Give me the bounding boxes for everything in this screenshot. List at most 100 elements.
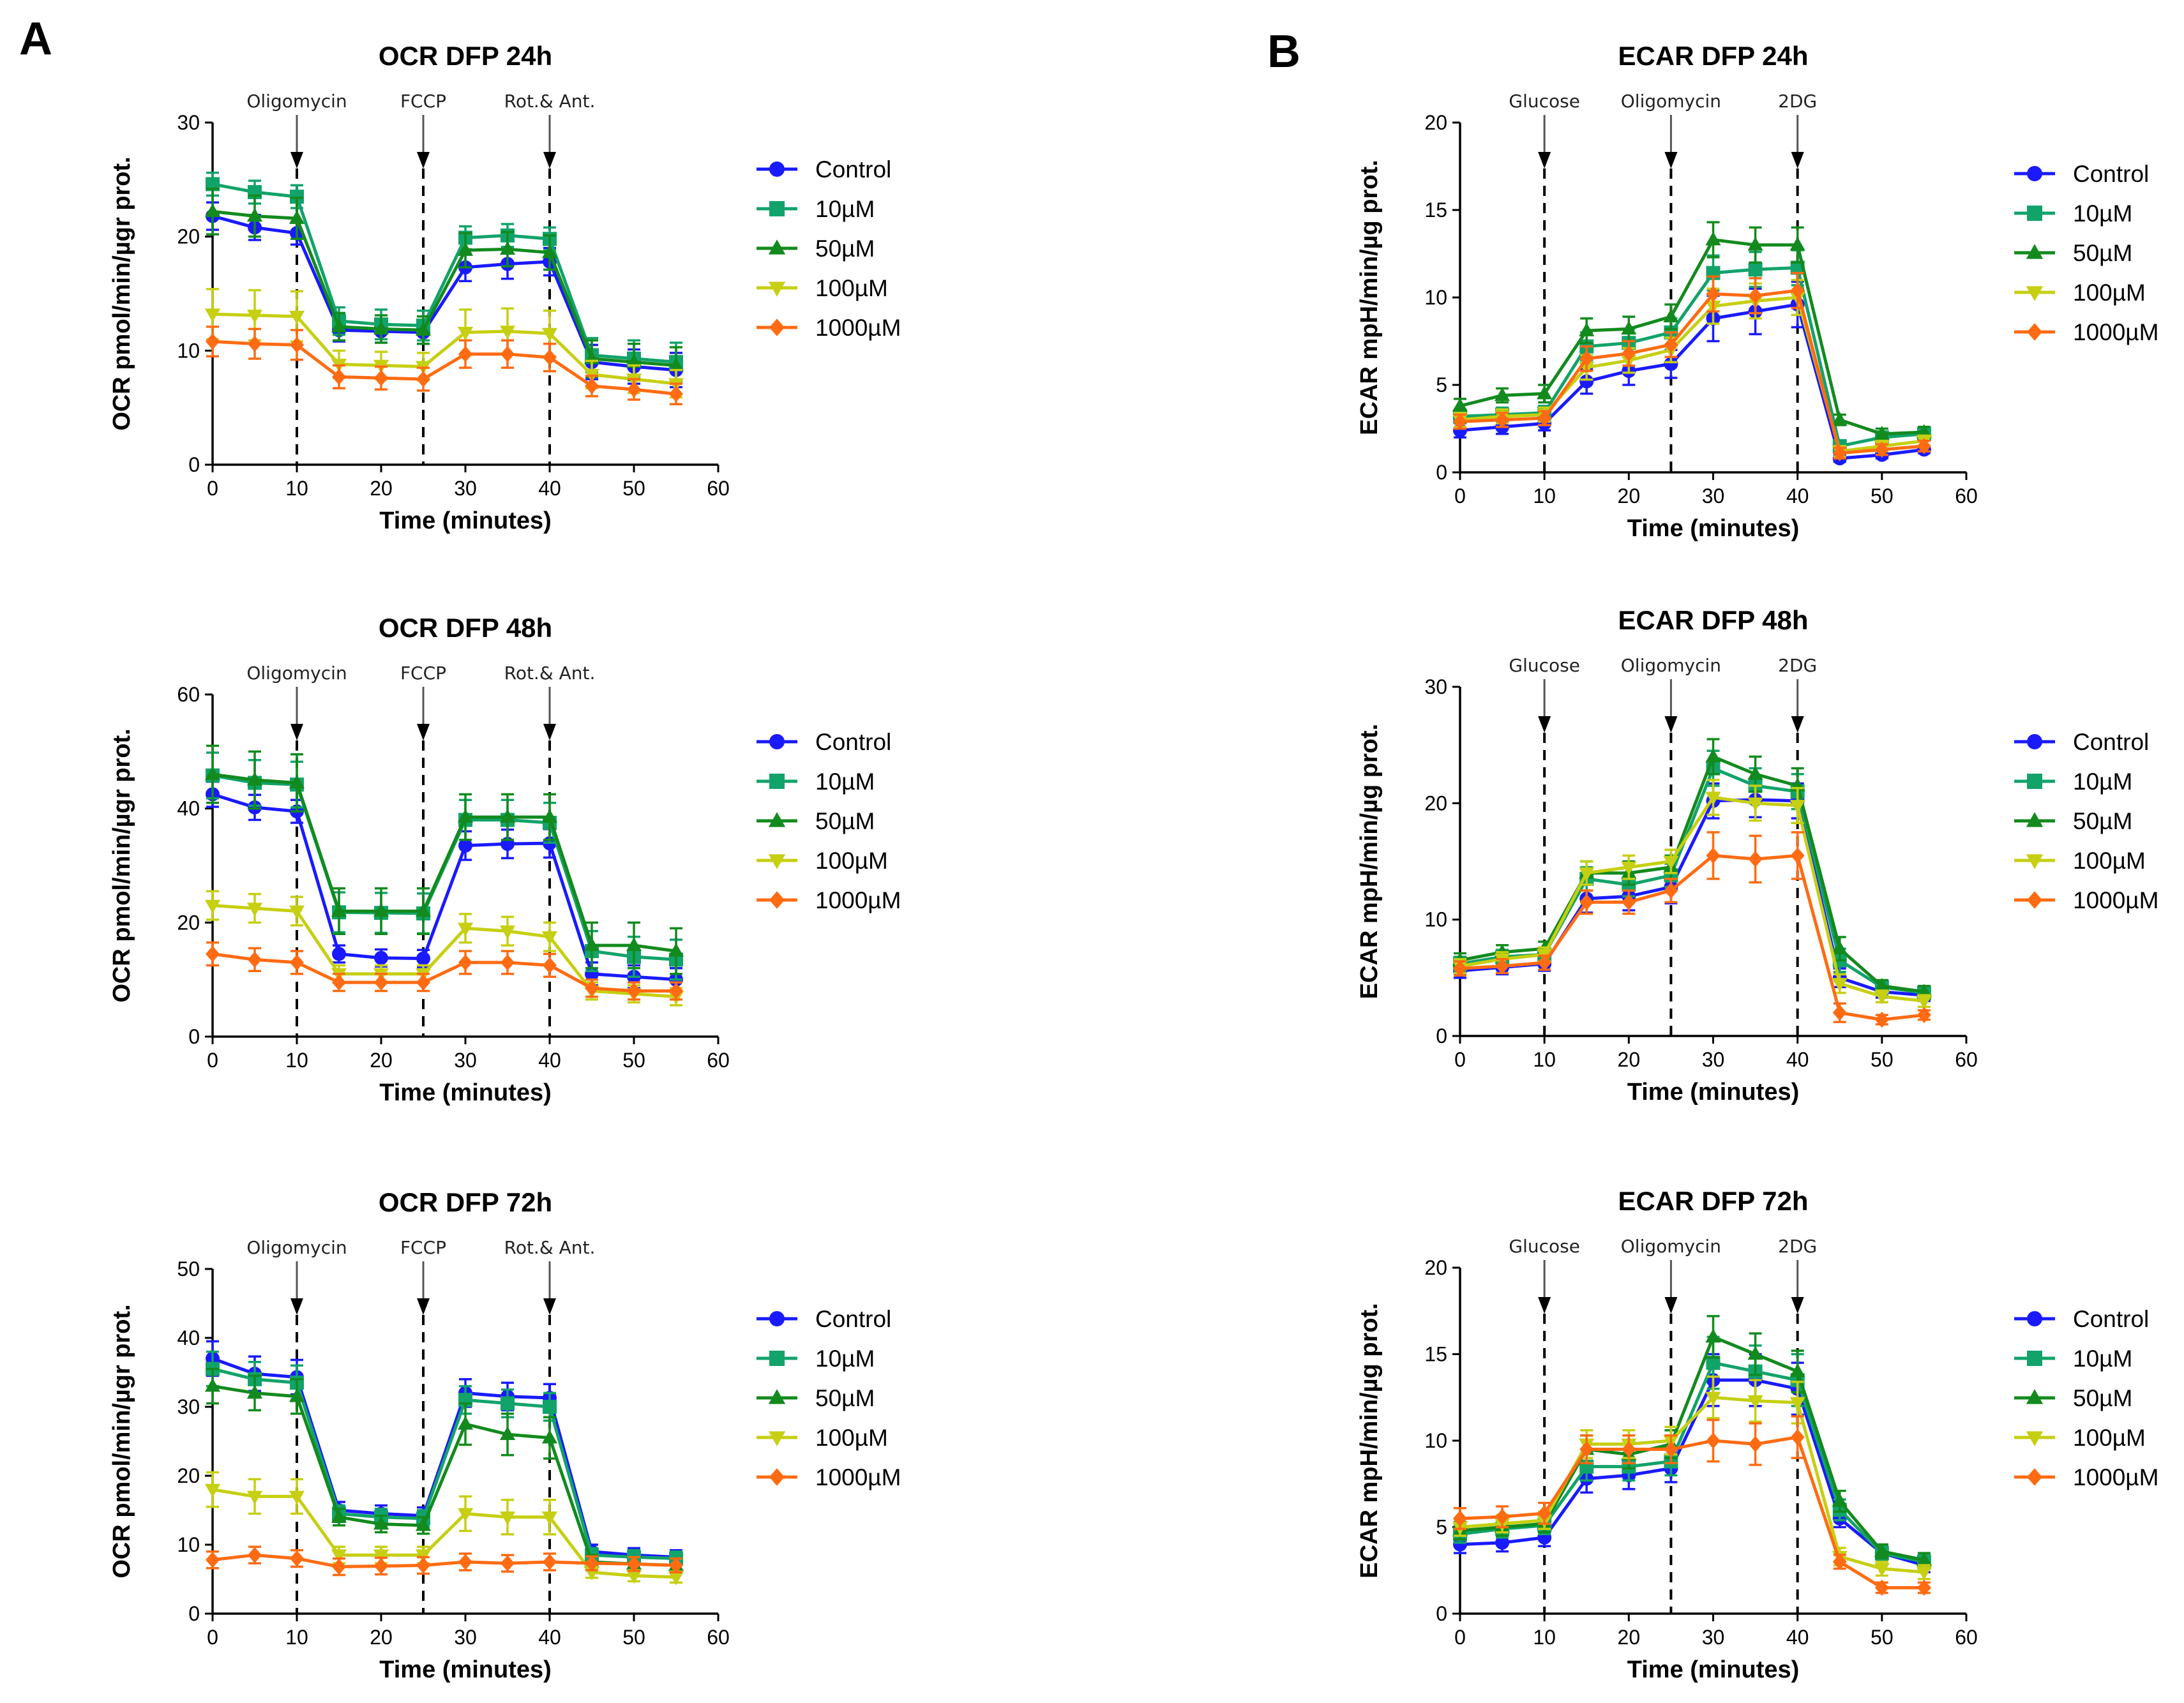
data-point <box>1705 791 1721 806</box>
x-tick-label: 30 <box>1702 1048 1725 1071</box>
data-point <box>626 354 642 368</box>
data-point <box>499 1512 516 1526</box>
data-point <box>1453 413 1467 430</box>
data-point <box>501 1396 515 1411</box>
series-1000um <box>1453 271 1931 461</box>
data-point <box>1832 445 1847 461</box>
chart-title: ECAR DFP 24h <box>1618 41 1809 71</box>
injection-arrow-head <box>290 1298 303 1315</box>
y-tick-label: 20 <box>1424 791 1447 814</box>
data-point <box>626 1570 642 1584</box>
legend-label: 50µM <box>2073 240 2132 266</box>
data-point <box>1579 350 1594 367</box>
chart-title: OCR DFP 72h <box>379 1187 552 1217</box>
data-point <box>627 381 641 398</box>
data-point <box>457 809 474 823</box>
data-point <box>1874 441 1889 458</box>
data-point <box>1663 855 1679 870</box>
data-point <box>331 1509 347 1523</box>
data-point <box>415 903 432 917</box>
injection-label: Oligomycin <box>1621 655 1721 676</box>
data-point <box>1495 957 1510 975</box>
injection-label: 2DG <box>1778 1236 1817 1257</box>
x-tick-label: 0 <box>207 477 218 500</box>
data-point <box>1537 386 1553 400</box>
y-tick-label: 50 <box>177 1257 200 1280</box>
legend: Control 10µM 50µM 100µM 1000µM <box>757 729 901 913</box>
data-point <box>1621 861 1637 876</box>
data-point <box>1664 357 1678 371</box>
injection-arrow-head <box>1791 716 1804 733</box>
x-axis-label: Time (minutes) <box>1627 515 1800 542</box>
legend-label: 100µM <box>815 848 888 874</box>
data-point <box>458 954 472 971</box>
injection-label: Oligomycin <box>1621 1236 1721 1257</box>
legend-marker <box>768 1431 786 1446</box>
y-tick-label: 0 <box>188 1602 200 1625</box>
chart-title: OCR DFP 24h <box>379 41 552 71</box>
injection-arrow-head <box>1664 1297 1678 1314</box>
data-point <box>1916 984 1932 998</box>
data-point <box>206 333 220 350</box>
data-point <box>1747 797 1763 811</box>
data-point <box>332 368 346 386</box>
panel-label-a: A <box>19 13 52 64</box>
injection-arrow-head <box>417 152 430 169</box>
data-point <box>1747 1346 1763 1360</box>
data-point <box>1705 1392 1721 1406</box>
x-tick-label: 0 <box>1454 1626 1466 1649</box>
data-point <box>668 943 684 957</box>
injection-arrow-head <box>1791 1297 1804 1314</box>
data-point <box>669 982 683 1000</box>
legend-label: 1000µM <box>815 1464 901 1490</box>
data-point <box>1495 412 1510 428</box>
data-point <box>1748 851 1763 867</box>
data-point <box>1874 1011 1889 1028</box>
data-point <box>1537 1505 1552 1522</box>
x-axis-label: Time (minutes) <box>379 1079 552 1106</box>
data-point <box>332 1558 346 1575</box>
x-tick-label: 60 <box>707 1049 730 1072</box>
injection-label: Rot.& Ant. <box>504 91 596 112</box>
legend: Control 10µM 50µM 100µM 1000µM <box>2014 729 2158 913</box>
data-point <box>1874 1563 1890 1577</box>
data-point <box>1832 412 1848 426</box>
y-tick-label: 0 <box>1436 461 1447 484</box>
data-point <box>499 925 516 940</box>
data-point <box>1664 336 1678 353</box>
x-tick-label: 10 <box>1533 1626 1556 1649</box>
legend-marker <box>768 812 786 827</box>
x-tick-label: 50 <box>622 1626 645 1649</box>
data-point <box>1622 894 1636 910</box>
legend-label: 50µM <box>815 1385 875 1411</box>
data-point <box>1916 1566 1932 1580</box>
x-tick-label: 20 <box>370 1626 393 1649</box>
x-axis-label: Time (minutes) <box>1627 1079 1800 1106</box>
legend-marker <box>769 891 785 909</box>
data-point <box>373 1549 389 1563</box>
data-point <box>1874 426 1890 440</box>
legend-label: 50µM <box>815 808 875 834</box>
legend-marker <box>769 774 785 789</box>
data-point <box>415 322 432 336</box>
data-point <box>501 346 515 363</box>
data-point <box>1453 960 1467 977</box>
legend-label: 1000µM <box>815 887 901 913</box>
injection-label: 2DG <box>1778 91 1817 112</box>
series-line <box>212 214 677 372</box>
injection-label: Oligomycin <box>1621 91 1721 112</box>
series-1000um <box>206 1545 683 1577</box>
x-tick-label: 30 <box>454 477 477 500</box>
chart-ecar-dfp-24h: ECAR DFP 24h 0 10 20 30 40 50 60 0 5 10 15 20 Time (m… <box>1356 41 2158 542</box>
data-point <box>206 945 220 963</box>
data-point <box>204 899 221 914</box>
data-point <box>290 954 304 971</box>
injection-label: Glucose <box>1509 1236 1580 1257</box>
injection-arrow-head <box>1538 1297 1551 1314</box>
y-tick-label: 40 <box>177 797 200 820</box>
data-point <box>246 1384 263 1399</box>
series-line <box>1459 1378 1925 1567</box>
injection-label: Oligomycin <box>246 663 347 684</box>
legend: Control 10µM 50µM 100µM 1000µM <box>2014 1306 2158 1490</box>
injection-arrow-head <box>417 724 430 740</box>
